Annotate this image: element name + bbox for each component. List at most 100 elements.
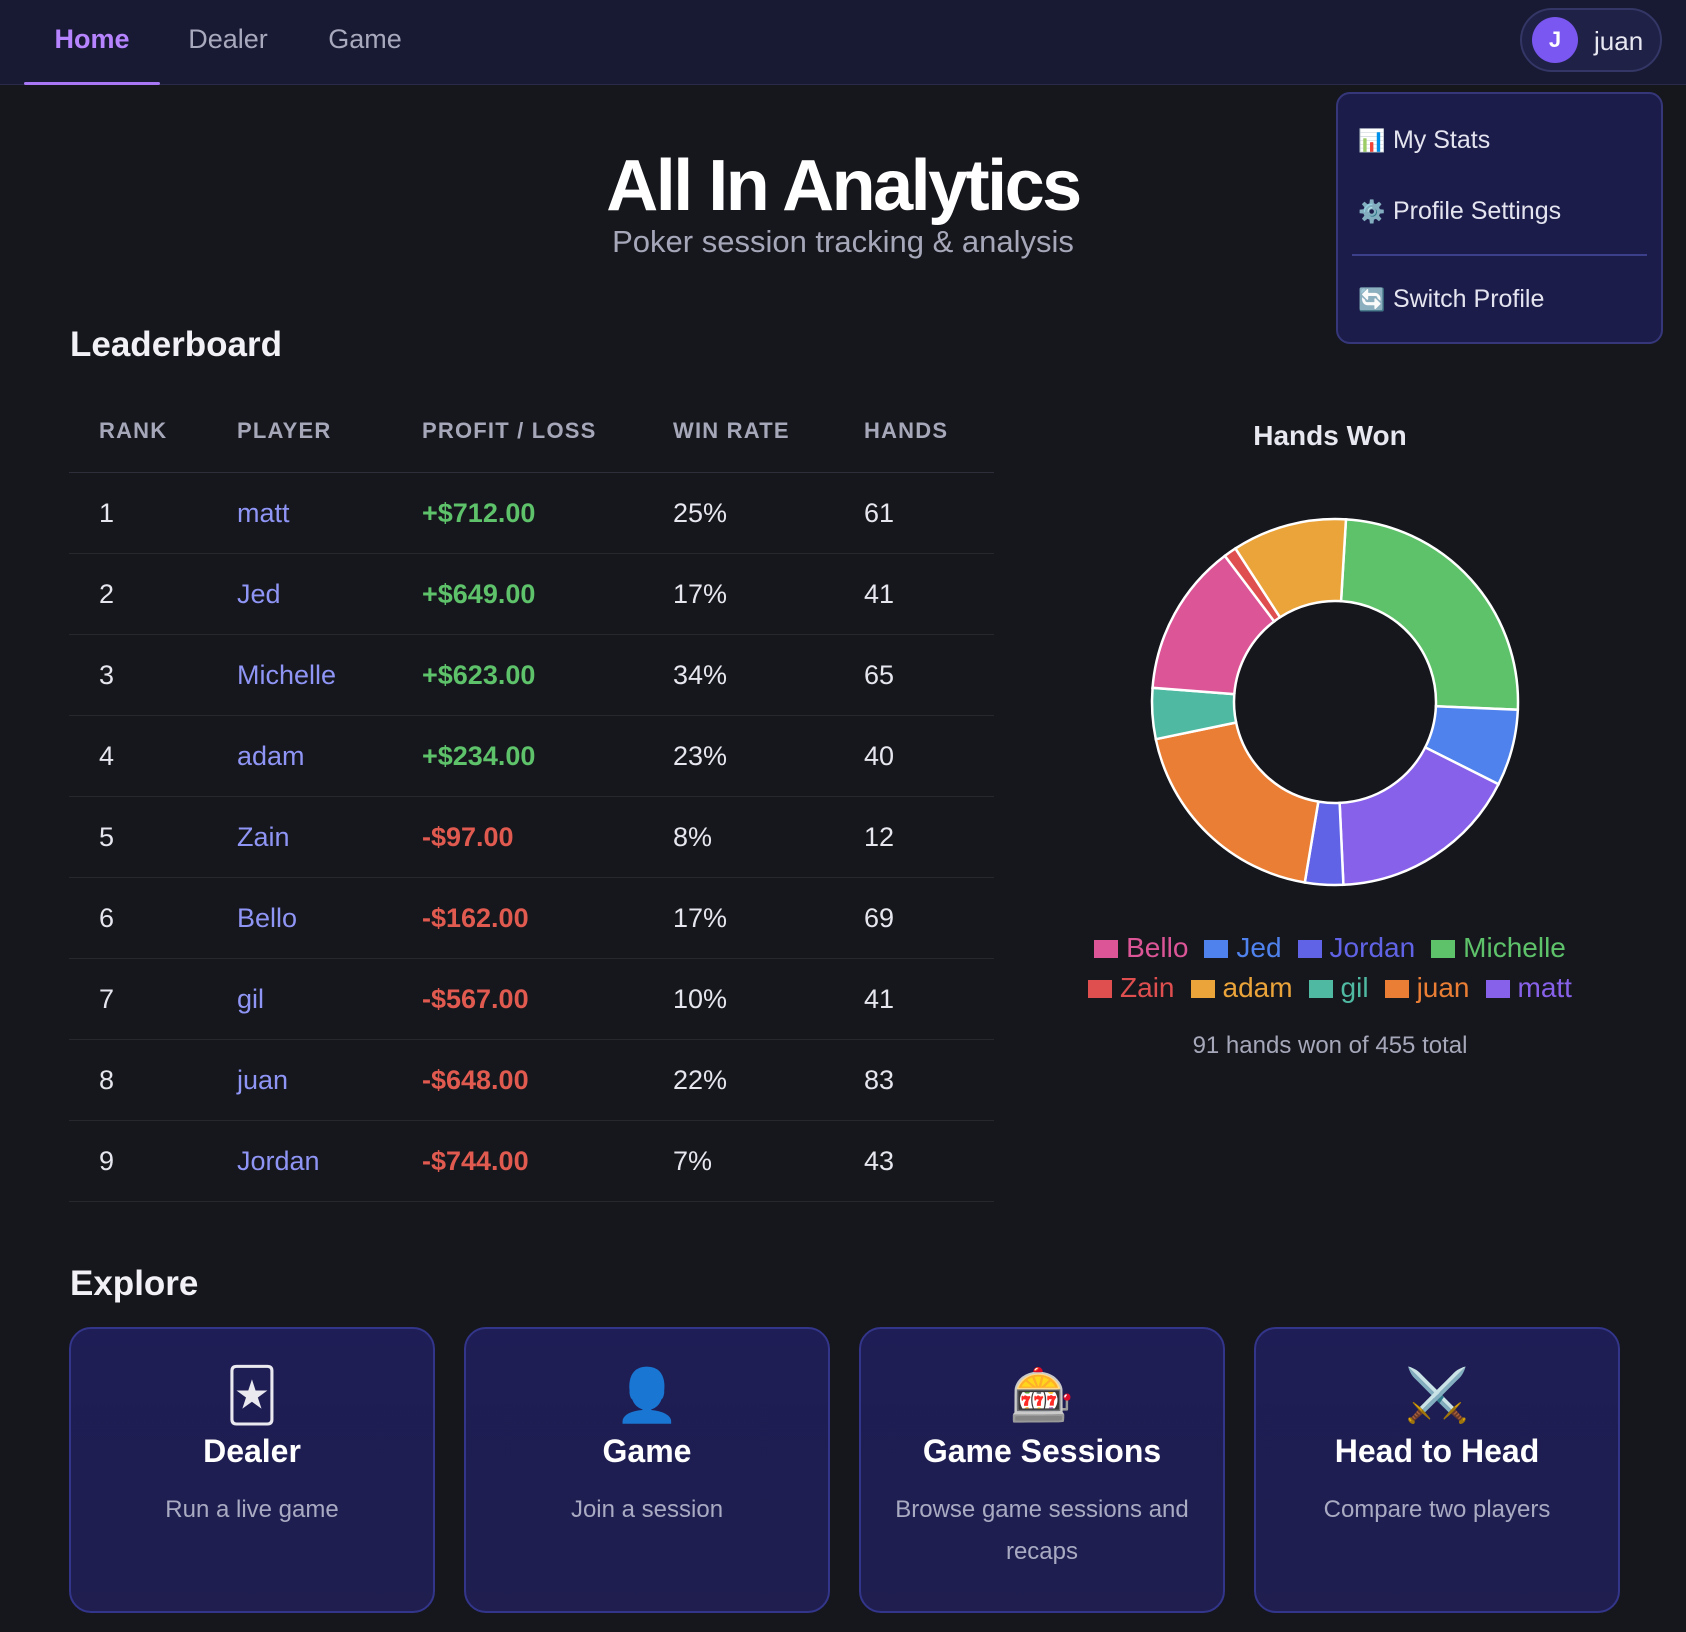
legend-item[interactable]: Jordan [1297,928,1415,968]
menu-item-profile-settings[interactable]: ⚙️ Profile Settings [1358,191,1561,231]
card-description: Compare two players [1323,1496,1551,1523]
donut-slice-adam[interactable] [1233,517,1348,619]
legend-swatch [1204,940,1229,958]
chart-title: Hands Won [1253,420,1407,451]
legend-item[interactable]: matt [1485,968,1572,1008]
card-title: Head to Head [1334,1433,1540,1469]
hands-cell: 12 [864,822,895,852]
card-title: Game [602,1433,692,1469]
explore-title: Explore [70,1264,199,1303]
column-header-profit[interactable]: PROFIT / LOSS [422,418,597,443]
win-rate-cell: 17% [673,903,728,933]
menu-item-label: Switch Profile [1392,285,1545,313]
win-rate-cell: 7% [673,1146,713,1176]
rank-cell: 9 [99,1146,115,1176]
rank-cell: 5 [99,822,115,852]
explore-card-head-to-head[interactable]: ⚔️ Head to Head Compare two players [1254,1327,1620,1613]
hands-cell: 69 [864,903,895,933]
win-rate-cell: 17% [673,579,728,609]
legend-swatch [1485,980,1510,998]
page-title: All In Analytics [606,146,1082,226]
donut-slice-juan[interactable] [1154,721,1320,884]
column-header-hands[interactable]: HANDS [864,418,949,443]
legend-label: gil [1340,972,1369,1003]
gear-icon: ⚙️ [1358,199,1386,224]
column-header-player[interactable]: PLAYER [237,418,332,443]
legend-item[interactable]: Jed [1204,928,1282,968]
user-dropdown-menu: 📊 My Stats ⚙️ Profile Settings 🔄 Switch … [1336,92,1663,344]
win-rate-cell: 25% [673,498,728,528]
table-row: 7 gil -$567.00 10% 41 [69,959,994,1040]
page-subtitle: Poker session tracking & analysis [612,224,1074,259]
donut-slice-michelle[interactable] [1339,518,1520,712]
legend-swatch [1088,980,1113,998]
card-description: Join a session [570,1496,724,1523]
rank-cell: 4 [99,741,115,771]
column-header-rank[interactable]: RANK [99,418,168,443]
profit-cell: -$162.00 [422,903,529,933]
player-link[interactable]: Michelle [237,660,337,690]
legend-swatch [1094,940,1119,958]
explore-card-dealer[interactable]: 🃏 Dealer Run a live game [69,1327,435,1613]
table-row: 9 Jordan -$744.00 7% 43 [69,1121,994,1202]
hands-cell: 41 [864,579,895,609]
table-row: 8 juan -$648.00 22% 83 [69,1040,994,1121]
player-link[interactable]: Jordan [237,1146,320,1176]
table-row: 3 Michelle +$623.00 34% 65 [69,635,994,716]
donut-slice-matt[interactable] [1338,745,1501,887]
card-description: Run a live game [165,1496,339,1523]
avatar: J [1532,17,1578,63]
hands-cell: 65 [864,660,895,690]
hands-cell: 41 [864,984,895,1014]
menu-item-my-stats[interactable]: 📊 My Stats [1358,120,1490,160]
tab-home[interactable]: Home [24,0,160,85]
legend-swatch [1308,980,1333,998]
player-link[interactable]: Jed [237,579,281,609]
explore-card-game-sessions[interactable]: 🎰 Game Sessions Browse game sessions and r… [859,1327,1225,1613]
menu-item-switch-profile[interactable]: 🔄 Switch Profile [1358,279,1544,319]
player-link[interactable]: juan [237,1065,289,1095]
card-title: Game Sessions [922,1433,1162,1469]
legend-swatch [1384,980,1409,998]
rank-cell: 7 [99,984,115,1014]
legend-swatch [1431,940,1456,958]
player-link[interactable]: Bello [237,903,298,933]
card-title: Dealer [203,1433,301,1469]
joker-card-icon: 🃏 [225,1367,279,1425]
player-link[interactable]: Zain [237,822,290,852]
rank-cell: 6 [99,903,115,933]
crossed-swords-icon: ⚔️ [1404,1367,1470,1425]
legend-label: Michelle [1463,932,1566,963]
profit-cell: -$744.00 [422,1146,529,1176]
player-link[interactable]: adam [237,741,305,771]
user-name: juan [1594,26,1644,56]
table-row: 1 matt +$712.00 25% 61 [69,473,994,554]
explore-card-game[interactable]: 👤 Game Join a session [464,1327,830,1613]
player-link[interactable]: gil [237,984,265,1014]
legend-label: juan [1416,972,1470,1003]
leaderboard-title: Leaderboard [70,325,282,364]
profit-cell: +$649.00 [422,579,536,609]
legend-item[interactable]: Michelle [1431,928,1566,968]
legend-item[interactable]: adam [1190,968,1293,1008]
user-menu-button[interactable]: J juan [1520,8,1662,72]
person-icon: 👤 [614,1367,680,1425]
table-row: 5 Zain -$97.00 8% 12 [69,797,994,878]
legend-item[interactable]: Zain [1088,968,1175,1008]
legend-item[interactable]: gil [1308,968,1369,1008]
profit-cell: -$97.00 [422,822,514,852]
legend-item[interactable]: Bello [1094,928,1188,968]
profit-cell: -$567.00 [422,984,529,1014]
card-description: Browse game sessions and recaps [895,1496,1189,1565]
tab-dealer[interactable]: Dealer [188,24,268,54]
table-row: 4 adam +$234.00 23% 40 [69,716,994,797]
player-link[interactable]: matt [237,498,290,528]
tab-game[interactable]: Game [328,24,402,54]
switch-icon: 🔄 [1358,287,1386,312]
legend-item[interactable]: juan [1384,968,1470,1008]
menu-divider [1352,254,1647,256]
column-header-win-rate[interactable]: WIN RATE [673,418,790,443]
hands-cell: 43 [864,1146,895,1176]
rank-cell: 1 [99,498,115,528]
